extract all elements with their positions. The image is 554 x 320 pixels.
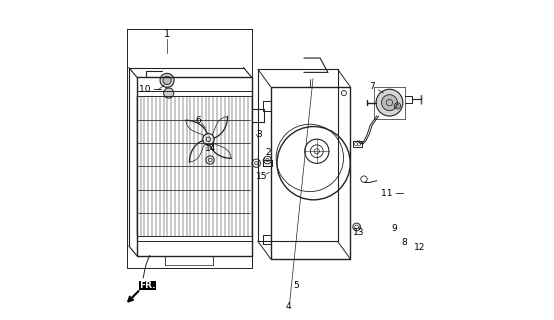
Circle shape — [163, 88, 174, 98]
Text: 1: 1 — [164, 29, 170, 39]
Text: 8: 8 — [402, 238, 407, 247]
Circle shape — [160, 73, 174, 87]
Circle shape — [376, 89, 403, 116]
Text: 10 —: 10 — — [140, 85, 163, 94]
Text: 3: 3 — [256, 130, 261, 139]
Text: 4: 4 — [286, 302, 291, 311]
Text: 7: 7 — [370, 82, 376, 91]
Text: 6: 6 — [195, 116, 201, 125]
Circle shape — [382, 95, 397, 111]
Text: 9: 9 — [391, 224, 397, 233]
Circle shape — [163, 76, 171, 84]
Text: 15: 15 — [257, 172, 268, 181]
Text: FR.: FR. — [140, 281, 156, 290]
Text: 12: 12 — [414, 243, 425, 252]
Text: 14: 14 — [206, 144, 217, 153]
Text: 11 —: 11 — — [381, 189, 404, 198]
Text: 5: 5 — [293, 281, 299, 290]
Text: 13: 13 — [353, 228, 365, 237]
Text: 2: 2 — [265, 148, 271, 156]
